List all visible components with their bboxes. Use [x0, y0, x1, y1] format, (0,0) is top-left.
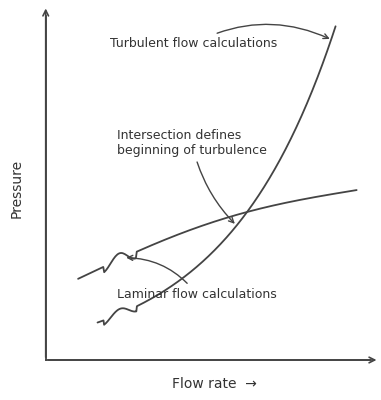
Text: Laminar flow calculations: Laminar flow calculations — [117, 255, 277, 301]
Text: Intersection defines
beginning of turbulence: Intersection defines beginning of turbul… — [117, 129, 267, 223]
Text: Turbulent flow calculations: Turbulent flow calculations — [110, 24, 328, 50]
Text: Flow rate  →: Flow rate → — [172, 377, 256, 391]
Text: Pressure: Pressure — [10, 158, 24, 218]
